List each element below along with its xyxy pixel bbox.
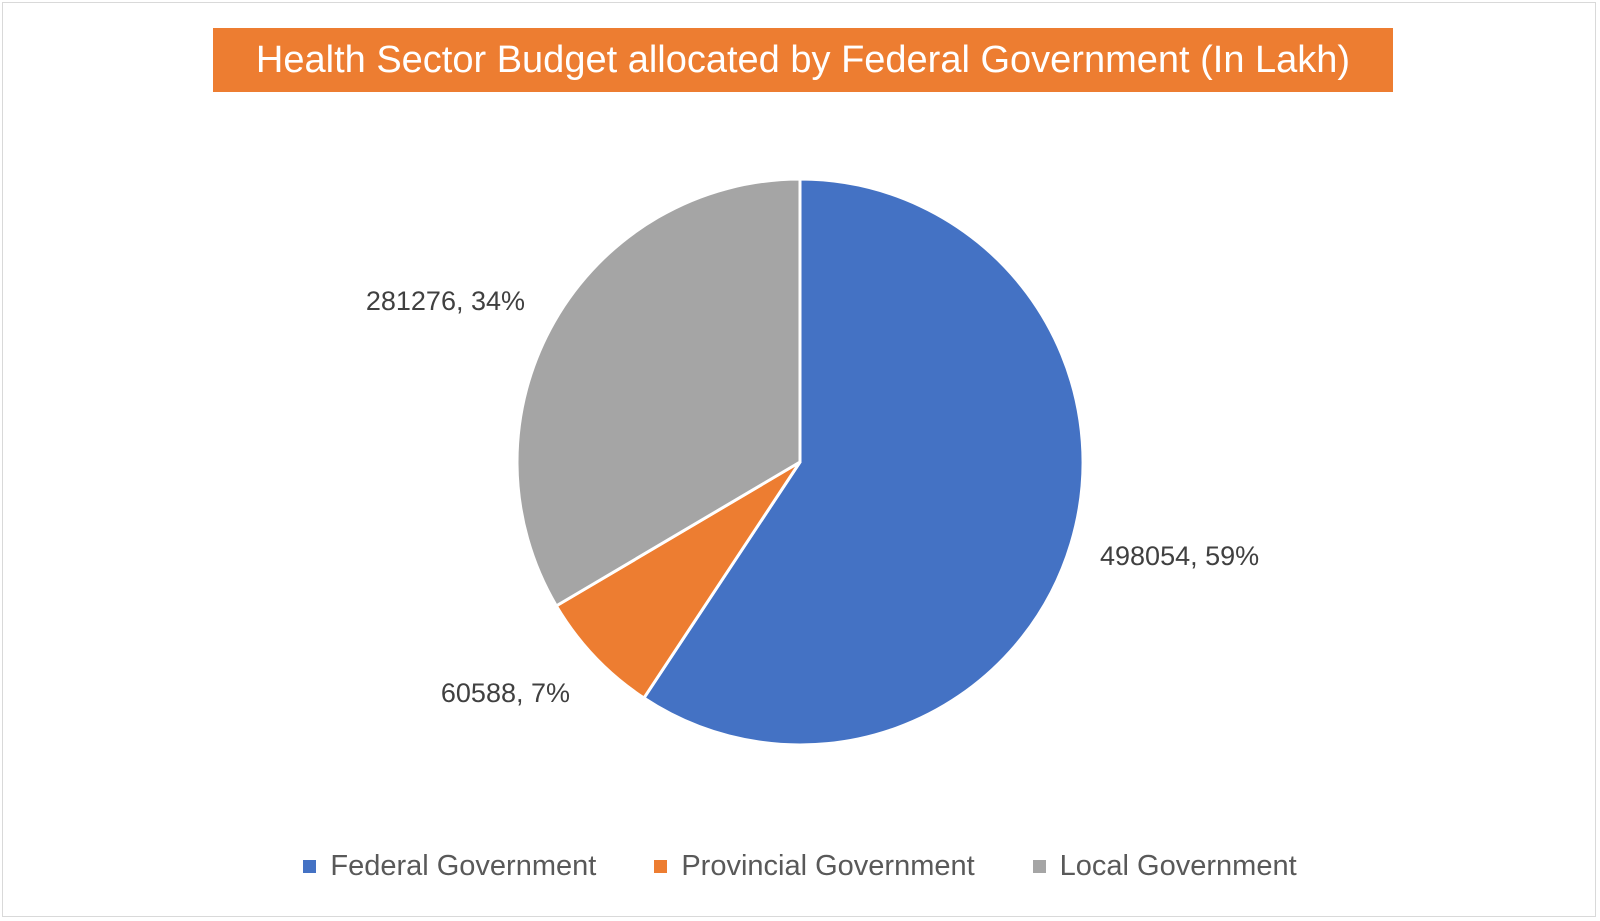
legend-item-provincial: Provincial Government [654,846,975,886]
data-label-federal: 498054, 59% [1100,541,1259,571]
pie-slice-local [515,177,802,608]
legend: Federal Government Provincial Government… [0,846,1600,886]
legend-label-local: Local Government [1059,849,1297,882]
data-label-local: 281276, 34% [366,286,525,316]
legend-label-federal: Federal Government [330,849,597,882]
pie-slice-provincial [554,460,802,701]
legend-item-local: Local Government [1032,846,1297,886]
pie-slice-federal [641,177,1085,747]
legend-swatch-local [1032,859,1046,873]
data-label-provincial: 60588, 7% [441,678,570,708]
legend-swatch-provincial [654,859,668,873]
legend-label-provincial: Provincial Government [681,849,975,882]
chart-title: Health Sector Budget allocated by Federa… [213,28,1393,92]
legend-item-federal: Federal Government [303,846,596,886]
legend-swatch-federal [303,859,317,873]
